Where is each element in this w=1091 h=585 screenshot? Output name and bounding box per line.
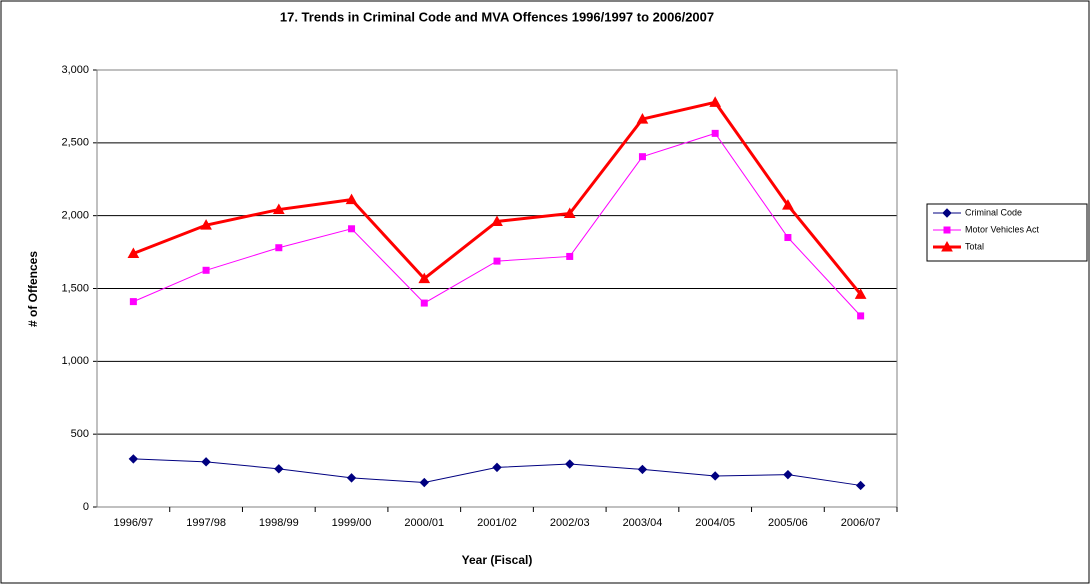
- point: [272, 203, 285, 215]
- plot-area: [96, 69, 898, 508]
- y-tick-label: 500: [71, 428, 89, 440]
- x-tick-label: 2003/04: [623, 517, 663, 529]
- point: [201, 457, 211, 467]
- legend-label: Total: [965, 241, 984, 251]
- y-tick-label: 3,000: [61, 64, 89, 76]
- point: [128, 454, 139, 464]
- point: [275, 244, 283, 252]
- y-axis-title: # of Offences: [26, 251, 40, 327]
- point: [127, 247, 140, 259]
- y-tick-label: 1,000: [61, 355, 89, 367]
- point: [348, 225, 356, 233]
- point: [854, 288, 867, 299]
- point: [784, 234, 792, 242]
- point: [274, 464, 284, 474]
- point: [493, 257, 501, 265]
- point: [418, 272, 431, 284]
- x-tick-label: 1996/97: [113, 517, 153, 529]
- point: [637, 464, 648, 475]
- chart-title: 17. Trends in Criminal Code and MVA Offe…: [280, 9, 714, 24]
- point: [636, 113, 649, 124]
- point: [129, 298, 137, 306]
- point: [782, 199, 794, 210]
- point: [709, 96, 722, 107]
- point: [565, 459, 575, 469]
- point: [710, 471, 720, 481]
- x-tick-label: 2001/02: [477, 517, 517, 529]
- point: [711, 129, 719, 137]
- point: [492, 462, 502, 473]
- x-tick-label: 1999/00: [332, 517, 372, 529]
- point: [345, 193, 358, 205]
- point: [855, 480, 866, 491]
- x-axis-title: Year (Fiscal): [462, 553, 533, 567]
- point: [638, 153, 646, 161]
- point: [200, 219, 212, 230]
- x-tick-label: 2006/07: [841, 517, 881, 529]
- point: [857, 312, 865, 320]
- legend-label: Motor Vehicles Act: [965, 224, 1040, 234]
- x-tick-label: 2004/05: [695, 517, 735, 529]
- point: [346, 473, 357, 483]
- point: [202, 266, 210, 274]
- legend-marker: [943, 226, 951, 234]
- point: [783, 469, 793, 480]
- y-tick-label: 2,000: [61, 210, 89, 222]
- point: [563, 207, 576, 218]
- point: [491, 215, 503, 226]
- y-tick-label: 0: [83, 501, 89, 513]
- legend-marker: [941, 240, 953, 252]
- x-tick-label: 1998/99: [259, 517, 299, 529]
- legend-marker: [942, 208, 952, 218]
- x-tick-label: 2000/01: [404, 517, 444, 529]
- y-tick-label: 2,500: [61, 137, 89, 149]
- point: [566, 252, 574, 260]
- y-tick-label: 1,500: [61, 282, 89, 294]
- x-tick-label: 2002/03: [550, 517, 590, 529]
- point: [420, 299, 428, 307]
- legend-label: Criminal Code: [965, 207, 1022, 217]
- x-tick-label: 1997/98: [186, 517, 226, 529]
- point: [419, 477, 429, 488]
- x-tick-label: 2005/06: [768, 517, 808, 529]
